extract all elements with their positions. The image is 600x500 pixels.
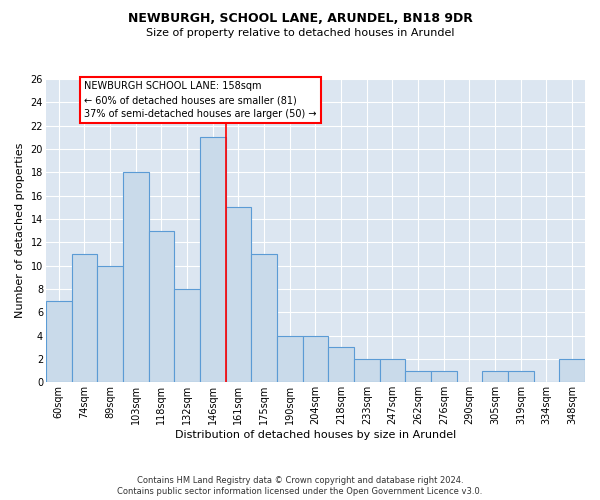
Bar <box>508 370 533 382</box>
Bar <box>46 300 71 382</box>
Bar <box>405 370 431 382</box>
Text: Contains public sector information licensed under the Open Government Licence v3: Contains public sector information licen… <box>118 488 482 496</box>
Bar <box>200 138 226 382</box>
Bar <box>149 230 174 382</box>
Text: Size of property relative to detached houses in Arundel: Size of property relative to detached ho… <box>146 28 454 38</box>
Bar <box>302 336 328 382</box>
Text: NEWBURGH, SCHOOL LANE, ARUNDEL, BN18 9DR: NEWBURGH, SCHOOL LANE, ARUNDEL, BN18 9DR <box>128 12 472 26</box>
Bar <box>251 254 277 382</box>
Bar <box>71 254 97 382</box>
Bar <box>482 370 508 382</box>
Bar <box>380 359 405 382</box>
Bar <box>328 348 354 382</box>
Bar <box>97 266 123 382</box>
Bar <box>123 172 149 382</box>
Bar <box>354 359 380 382</box>
X-axis label: Distribution of detached houses by size in Arundel: Distribution of detached houses by size … <box>175 430 456 440</box>
Bar <box>226 208 251 382</box>
Text: NEWBURGH SCHOOL LANE: 158sqm
← 60% of detached houses are smaller (81)
37% of se: NEWBURGH SCHOOL LANE: 158sqm ← 60% of de… <box>85 82 317 120</box>
Bar <box>431 370 457 382</box>
Bar <box>559 359 585 382</box>
Y-axis label: Number of detached properties: Number of detached properties <box>15 143 25 318</box>
Bar <box>277 336 302 382</box>
Text: Contains HM Land Registry data © Crown copyright and database right 2024.: Contains HM Land Registry data © Crown c… <box>137 476 463 485</box>
Bar <box>174 289 200 382</box>
